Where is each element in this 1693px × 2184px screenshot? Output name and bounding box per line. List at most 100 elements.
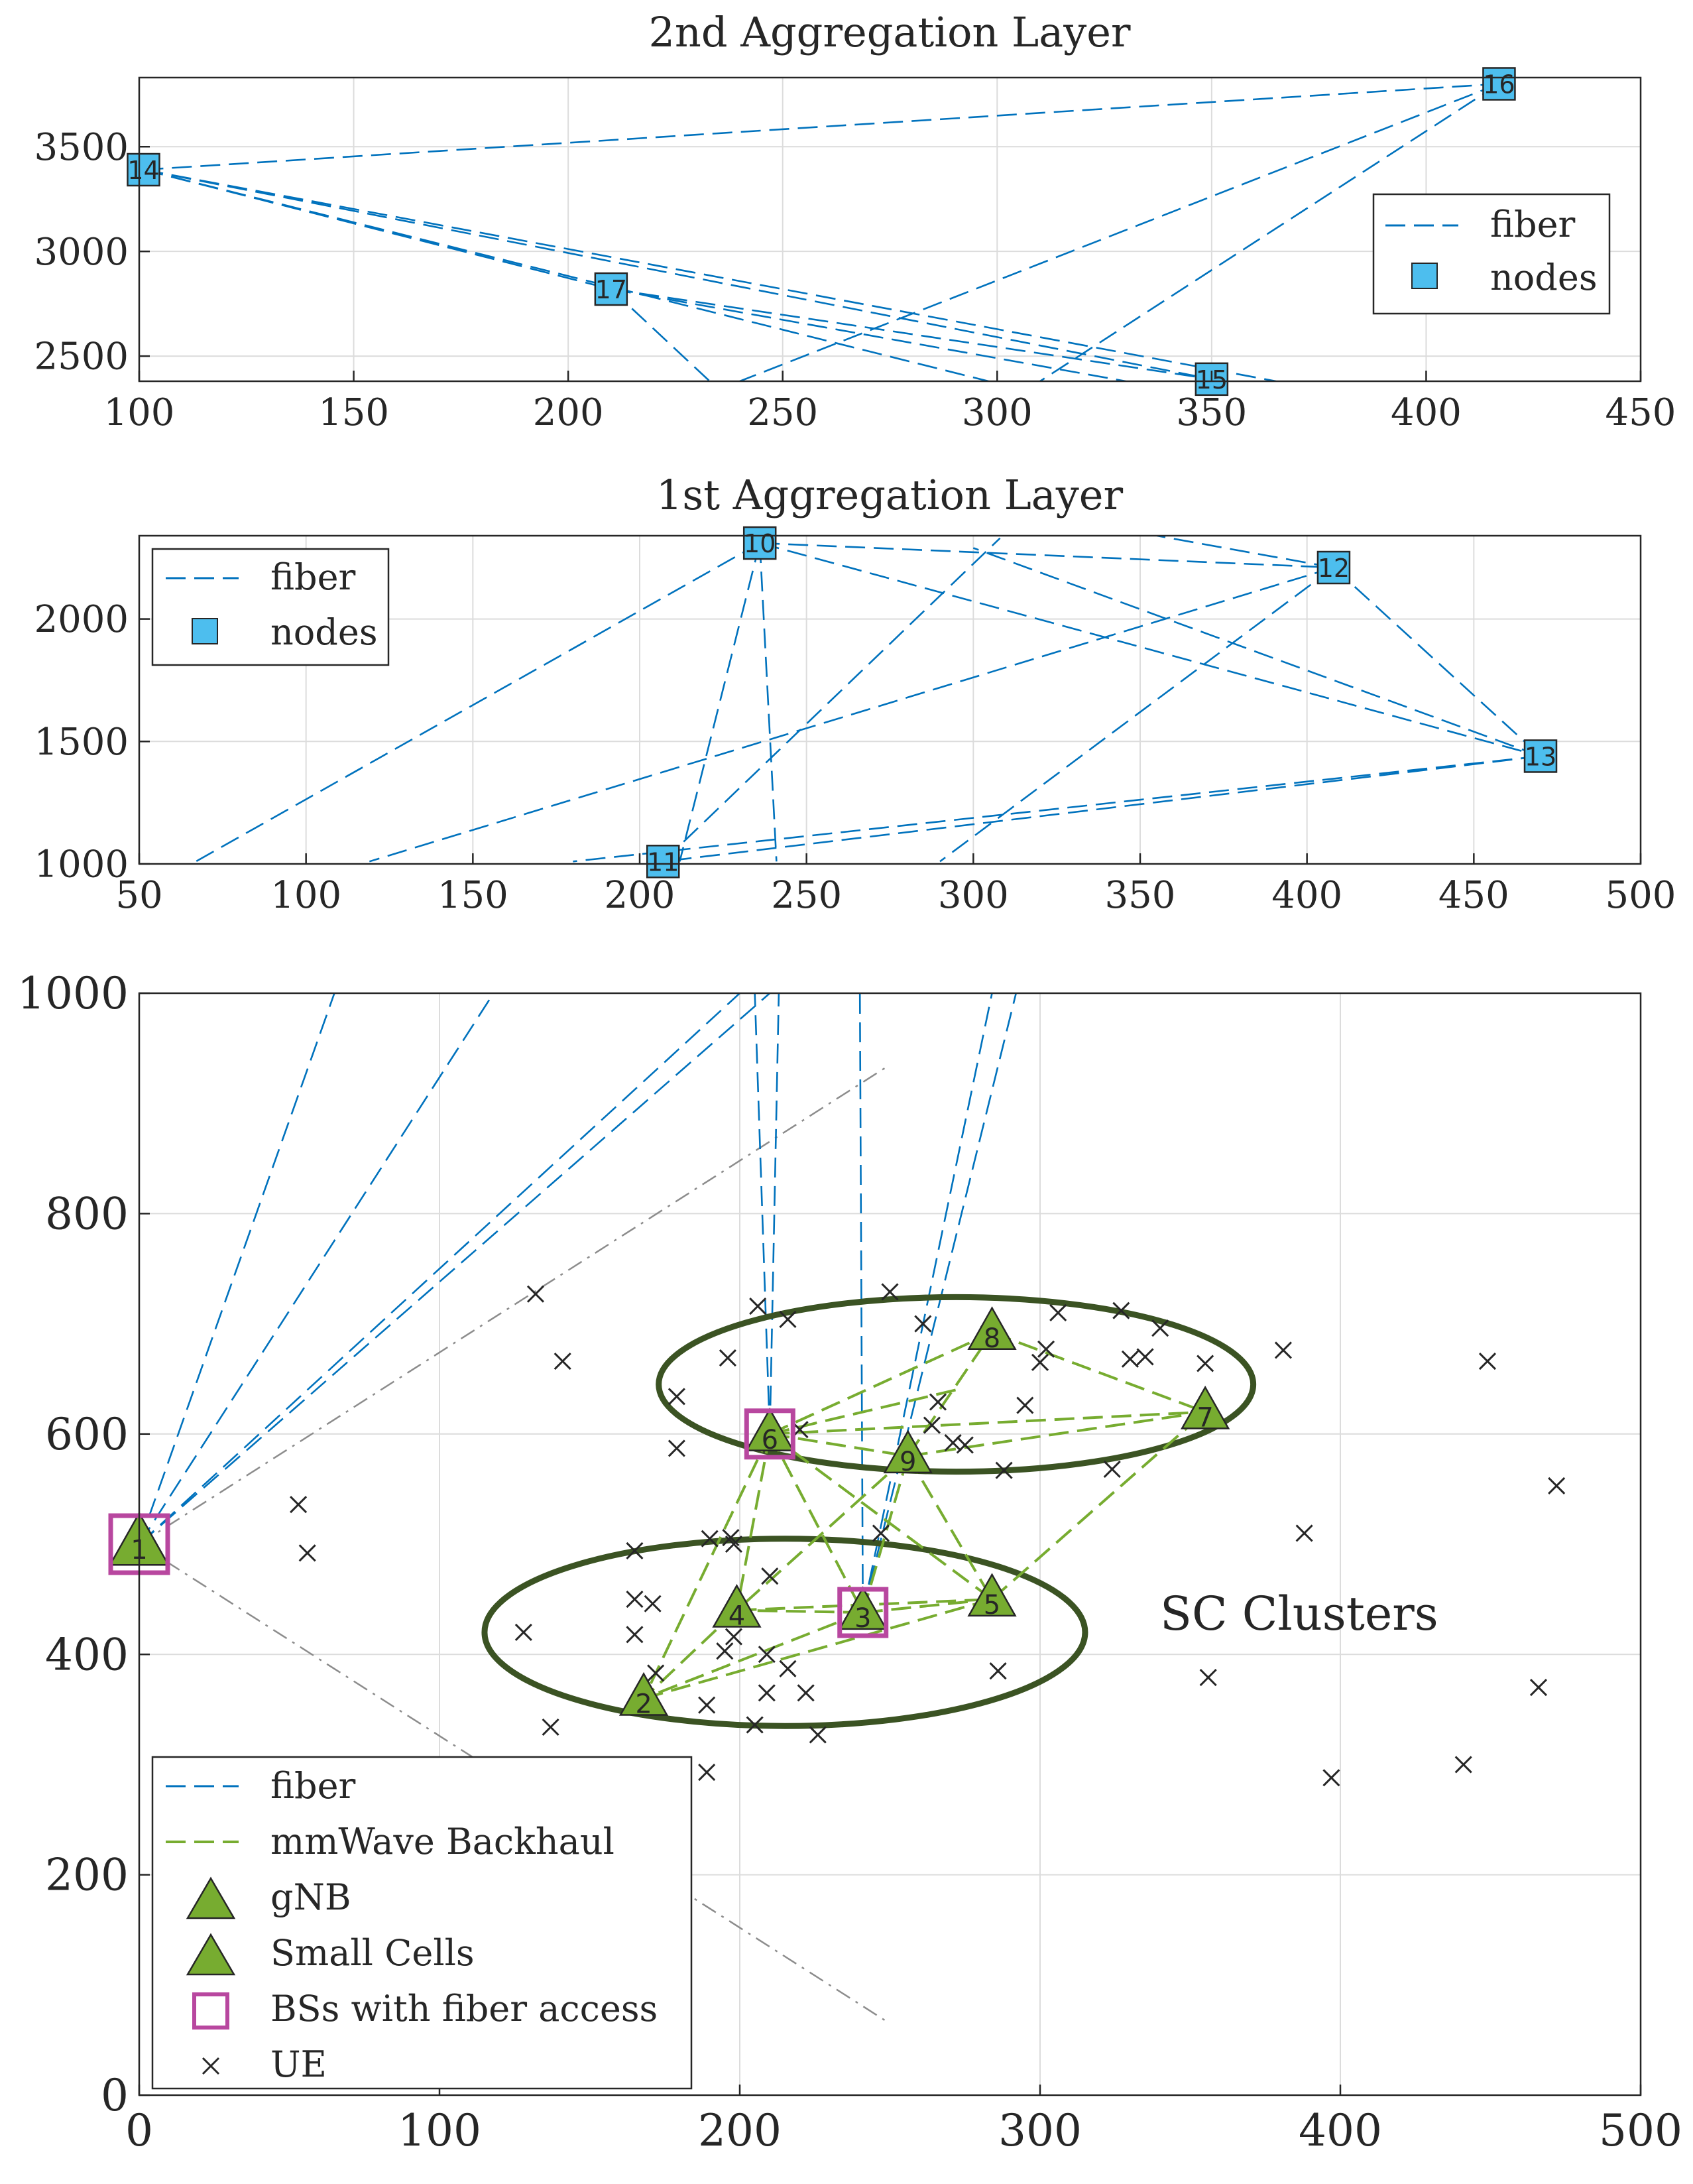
tick-label-x: 350 (1176, 391, 1247, 434)
legend-fiber-label: fiber (270, 1765, 356, 1807)
ue-marker (701, 1530, 719, 1547)
mmwave-link (769, 1432, 908, 1458)
legend-nodes-label: nodes (270, 611, 378, 653)
legend-ue-label: UE (270, 2043, 327, 2085)
ue-stroke (514, 1623, 532, 1642)
ue-stroke (542, 1718, 559, 1736)
fiber-access-marker (837, 1587, 889, 1638)
ue-stroke (914, 1315, 932, 1333)
legend-small-cell-swatch (186, 1933, 236, 1976)
fiber-link (760, 542, 1334, 569)
legend-fiber-label: fiber (1490, 204, 1576, 245)
small-cell-marker (618, 1671, 669, 1716)
tick-label-x: 450 (1438, 874, 1509, 917)
ue-stroke (1136, 1348, 1154, 1366)
fiber-link (139, 993, 771, 1545)
mmwave-link (768, 1433, 864, 1613)
agg2-axes-frame (138, 76, 1642, 383)
sc-clusters-annotation: SC Clusters (1160, 1587, 1438, 1641)
tick-label-x: 400 (1299, 2105, 1382, 2156)
mmwave-link (769, 1331, 993, 1435)
bs-label: 2 (635, 1689, 652, 1720)
small-cell-marker (967, 1306, 1017, 1350)
tick-label-y: 2500 (34, 335, 129, 379)
ue-marker (1529, 1678, 1548, 1697)
ue-stroke (1016, 1396, 1034, 1414)
agg1-panel: 10 11 12 13 50 100 150 200 250 300 350 400 450 500 10… (34, 471, 1676, 917)
tick-label-x: 300 (938, 874, 1009, 917)
ue-stroke (626, 1542, 644, 1560)
ue-marker (797, 1684, 815, 1702)
ue-stroke (1199, 1669, 1217, 1687)
ue-stroke (1274, 1341, 1292, 1359)
ue-stroke (995, 1461, 1013, 1479)
ue-marker (554, 1353, 571, 1370)
coverage-boundary (139, 1063, 891, 1546)
ue-marker (1274, 1341, 1292, 1359)
tick-label-x: 350 (1105, 874, 1176, 917)
ue-stroke (1478, 1353, 1497, 1370)
ue-stroke (758, 1684, 776, 1702)
ue-stroke (761, 1567, 779, 1585)
ue-marker (719, 1349, 736, 1367)
ue-stroke (1112, 1302, 1130, 1319)
fiber-link (862, 993, 1018, 1613)
node-label: 12 (1318, 554, 1350, 583)
fiber-link (769, 993, 780, 1434)
ue-marker (1016, 1396, 1034, 1414)
ue-stroke (722, 1528, 740, 1547)
fiber-link (1333, 567, 1541, 757)
ue-marker (1037, 1340, 1055, 1358)
fiber-link (754, 993, 771, 1434)
access-ticks: 0 100 200 300 400 500 0 200 400 600 800 1000 (17, 968, 1682, 2156)
agg2-title: 2nd Aggregation Layer (648, 8, 1130, 56)
ue-marker (1151, 1319, 1169, 1337)
bs-label: 9 (900, 1447, 916, 1477)
ue-stroke (1103, 1460, 1121, 1479)
tick-label-y: 400 (45, 1629, 129, 1680)
ue-marker (1322, 1769, 1340, 1787)
agg1-fiber-lines (195, 536, 1541, 863)
fiber-link (759, 542, 1541, 757)
tick-label-y: 1500 (34, 721, 129, 764)
ue-stroke (725, 1628, 743, 1646)
tick-label-x: 200 (533, 391, 604, 434)
node-square (127, 152, 160, 187)
ue-stroke (1031, 1353, 1049, 1371)
coverage-boundary (139, 1543, 891, 2025)
mmwave-link (907, 1410, 1206, 1458)
mmwave-link (642, 1433, 772, 1699)
tick-label-x: 200 (605, 874, 675, 917)
ue-marker (929, 1393, 947, 1411)
ue-marker (995, 1461, 1013, 1479)
ue-marker (514, 1623, 532, 1642)
fiber-link (195, 542, 760, 863)
ue-marker (761, 1567, 779, 1585)
fiber-link (862, 993, 993, 1613)
fiber-link (573, 755, 1541, 863)
tick-label-x: 150 (318, 391, 389, 434)
ue-marker (1103, 1460, 1121, 1479)
ue-marker (1136, 1348, 1154, 1366)
legend-fiber-label: fiber (270, 556, 356, 598)
small-cell-marker (745, 1408, 795, 1451)
agg1-axes-box (139, 536, 1641, 864)
fiber-link (611, 288, 1126, 381)
agg1-nodes: 10 11 12 13 (646, 526, 1558, 879)
ue-stroke (668, 1388, 685, 1406)
ue-marker (1031, 1353, 1049, 1371)
node-square (1316, 550, 1351, 585)
mmwave-link (770, 1410, 1206, 1435)
ue-marker (290, 1496, 308, 1514)
tick-label-x: 300 (998, 2105, 1082, 2156)
ue-marker (1295, 1524, 1313, 1542)
ue-stroke (698, 1763, 716, 1782)
ue-marker (1112, 1302, 1130, 1319)
tick-label-x: 100 (270, 874, 341, 917)
access-fiber-lines (139, 993, 1018, 1613)
tick-label-x: 150 (438, 874, 508, 917)
bs-label: 4 (729, 1601, 745, 1632)
ue-stroke (1322, 1769, 1340, 1787)
ue-stroke (290, 1496, 308, 1514)
